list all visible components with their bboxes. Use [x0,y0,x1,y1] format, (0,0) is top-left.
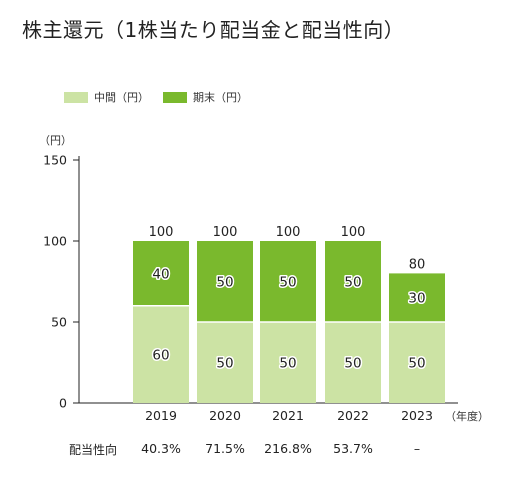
data-label-interim-2022: 50 [344,356,361,372]
data-label-year-end-2021: 50 [279,275,296,291]
bar-interim-2019 [133,305,189,403]
y-axis-unit-label: （円） [39,134,72,147]
page-title: 株主還元（1株当たり配当金と配当性向） [22,18,405,42]
legend-swatch-year-end [163,91,187,103]
y-tick-label: 100 [43,234,67,249]
legend-label-year-end: 期末（円） [193,91,248,104]
bar-year-end-2023 [389,273,445,322]
bar-interim-2021 [260,322,316,403]
x-tick-label: 2021 [272,408,304,423]
data-label-year-end-2022: 50 [344,275,361,291]
legend-item-interim: 中間（円） [64,89,149,105]
y-tick-label: 50 [51,315,67,330]
bar-interim-2020 [197,322,253,403]
bar-interim-2022 [325,322,381,403]
data-label-total-2019: 100 [149,225,174,240]
bar-year-end-2019 [133,241,189,306]
payout-ratio-label: 配当性向 [69,443,118,457]
payout-value-2020: 71.5% [205,441,245,456]
x-axis-unit-label: （年度） [445,409,489,423]
data-label-year-end-2023: 30 [408,291,425,307]
payout-value-2019: 40.3% [141,441,181,456]
x-tick-label: 2022 [337,408,369,423]
x-tick-label: 2019 [145,408,177,423]
data-label-year-end-2020: 50 [216,275,233,291]
data-label-total-2022: 100 [341,225,366,240]
data-label-interim-2023: 50 [408,356,425,372]
dividend-chart: （円） 0 50 100 150 60 40 100 2019 50 50 100 2020 50 50 10… [39,134,489,423]
legend-label-interim: 中間（円） [94,91,149,104]
legend-item-year-end: 期末（円） [163,89,248,105]
bar-year-end-2020 [197,241,253,322]
data-label-interim-2019: 60 [152,347,169,363]
x-tick-label: 2020 [209,408,241,423]
payout-value-2023: – [413,441,421,456]
data-label-total-2023: 80 [409,257,426,272]
data-label-total-2021: 100 [276,225,301,240]
y-tick-label: 150 [43,153,67,168]
payout-value-2022: 53.7% [333,441,373,456]
data-label-year-end-2019: 40 [152,266,169,282]
bar-year-end-2021 [260,241,316,322]
x-tick-label: 2023 [401,408,433,423]
bar-year-end-2022 [325,241,381,322]
y-tick-label: 0 [59,396,67,411]
chart-legend: 中間（円） 期末（円） [64,89,262,105]
bar-interim-2023 [389,322,445,403]
data-label-interim-2020: 50 [216,356,233,372]
payout-value-2021: 216.8% [264,441,312,456]
data-label-interim-2021: 50 [279,356,296,372]
payout-ratio-row: 配当性向 40.3% 71.5% 216.8% 53.7% – [0,441,525,461]
legend-swatch-interim [64,91,88,103]
data-label-total-2020: 100 [213,225,238,240]
